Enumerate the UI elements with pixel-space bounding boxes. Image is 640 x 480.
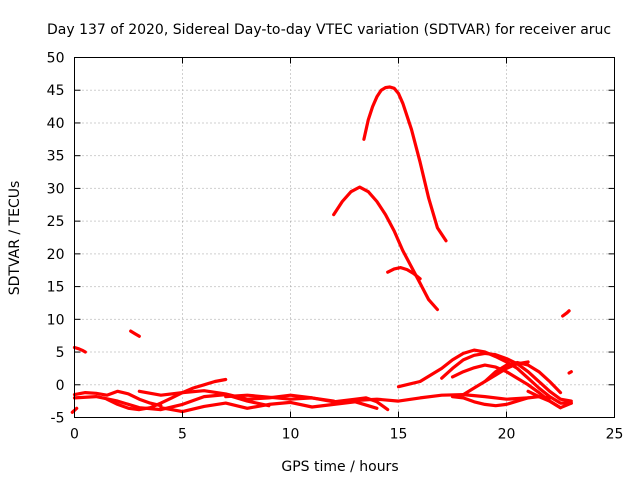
trace-seg-a xyxy=(72,345,87,354)
y-tick-label: 15 xyxy=(47,280,65,296)
x-tick-label: 15 xyxy=(390,427,408,443)
y-tick-label: 45 xyxy=(47,83,65,99)
data-traces xyxy=(70,85,573,414)
y-tick-label: 5 xyxy=(56,345,65,361)
y-tick-label: 20 xyxy=(47,247,65,263)
trace-seg-e xyxy=(567,370,573,375)
trace-arc-3 xyxy=(105,377,228,412)
trace-seg-b xyxy=(129,329,141,338)
x-tick-label: 5 xyxy=(178,427,187,443)
y-tick-label: 35 xyxy=(47,149,65,165)
trace-arc-6 xyxy=(224,393,530,404)
y-tick-label: 25 xyxy=(47,214,65,230)
trace-seg-c xyxy=(561,309,571,318)
trace-arc-13 xyxy=(483,360,563,395)
y-tick-label: 40 xyxy=(47,116,65,132)
x-tick-label: 20 xyxy=(498,427,516,443)
y-axis: -5 0 5 10 15 20 25 30 35 40 45 50 xyxy=(47,51,615,427)
chart-title: Day 137 of 2020, Sidereal Day-to-day VTE… xyxy=(47,22,611,38)
trace-arc-7 xyxy=(332,396,390,412)
y-tick-label: 0 xyxy=(56,378,65,394)
trace-arc-9 xyxy=(440,351,573,403)
y-tick-label: 10 xyxy=(47,312,65,328)
x-tick-label: 10 xyxy=(282,427,300,443)
trace-arc-1 xyxy=(72,389,163,408)
y-tick-label: -5 xyxy=(51,411,65,427)
trace-arc-peak-18 xyxy=(386,266,422,281)
y-tick-label: 30 xyxy=(47,181,65,197)
trace-arc-12 xyxy=(450,395,552,408)
trace-arc-14 xyxy=(526,389,573,410)
trace-arc-peak-45 xyxy=(362,85,448,243)
x-axis: 0 5 10 15 20 25 xyxy=(70,57,624,443)
x-axis-label: GPS time / hours xyxy=(281,459,398,475)
x-tick-label: 25 xyxy=(606,427,624,443)
grid xyxy=(74,57,615,418)
y-tick-label: 50 xyxy=(47,51,65,67)
x-tick-label: 0 xyxy=(70,427,79,443)
y-axis-label: SDTVAR / TECUs xyxy=(7,181,23,296)
trace-arc-5 xyxy=(159,400,379,414)
trace-arc-peak-30 xyxy=(332,185,439,312)
trace-arc-8 xyxy=(396,348,573,405)
plot-frame xyxy=(74,57,615,418)
